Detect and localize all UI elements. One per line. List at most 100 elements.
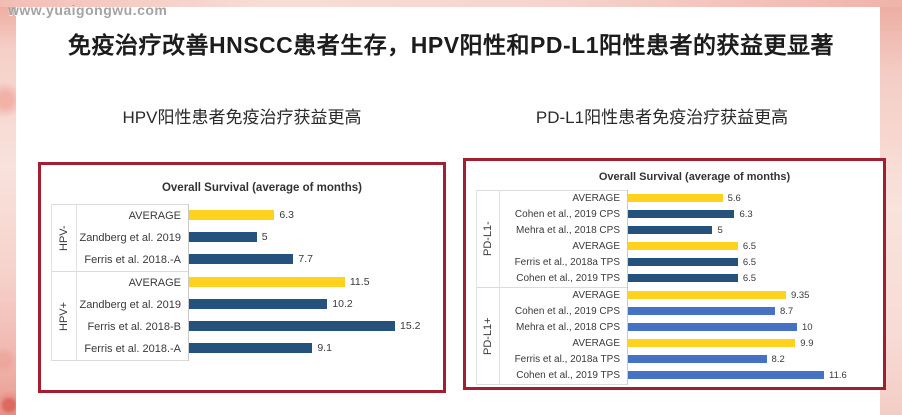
slide-title: 免疫治疗改善HNSCC患者生存，HPV阳性和PD-L1阳性患者的获益更显著 xyxy=(67,32,835,58)
category-label: Cohen et al., 2019 CPS xyxy=(514,209,620,220)
bar-track: 15.2 xyxy=(189,315,433,337)
bar-value-label: 8.2 xyxy=(771,353,785,365)
bar-track: 5 xyxy=(189,226,433,248)
category-label: AVERAGE xyxy=(128,277,181,289)
top-edge-decoration xyxy=(0,0,902,7)
bar xyxy=(628,291,786,299)
group-label: PD-L1+ xyxy=(482,317,494,355)
chart-title: Overall Survival (average of months) xyxy=(161,182,363,194)
bar-track: 11.5 xyxy=(189,271,433,293)
axis-labels-region: PD-L1+ AVERAGE Cohen et al., 2019 CPS Mehra… xyxy=(476,287,627,385)
chart-group: PD-L1- AVERAGE Cohen et al., 2019 CPS Mehra… xyxy=(476,190,873,287)
chart-group: PD-L1+ AVERAGE Cohen et al., 2019 CPS Mehra… xyxy=(476,287,873,385)
bar-value-label: 15.2 xyxy=(400,320,421,332)
chart-body: HPV- AVERAGE Zandberg et al. 2019 Ferris et… xyxy=(51,204,433,361)
group-label: PD-L1- xyxy=(482,221,494,257)
category-label: AVERAGE xyxy=(128,210,181,222)
bar-track: 10 xyxy=(628,319,873,335)
bar-track: 6.5 xyxy=(628,238,873,254)
bar xyxy=(628,274,738,282)
chart-group: HPV- AVERAGE Zandberg et al. 2019 Ferris et… xyxy=(51,204,433,271)
bar-value-label: 7.7 xyxy=(298,253,313,265)
bar-value-label: 11.5 xyxy=(349,276,370,288)
bar xyxy=(628,355,767,363)
category-label: AVERAGE xyxy=(572,290,620,301)
bar xyxy=(628,339,796,347)
category-label-column: AVERAGE Zandberg et al. 2019 Ferris et al.… xyxy=(76,205,188,271)
group-label: HPV+ xyxy=(58,301,70,331)
group-label: HPV- xyxy=(58,225,70,251)
panel-subtitle-hpv: HPV阳性患者免疫治疗获益更高 xyxy=(122,108,362,127)
bar-value-label: 11.6 xyxy=(829,369,847,381)
bar xyxy=(628,307,775,315)
category-label: AVERAGE xyxy=(572,338,620,349)
bar xyxy=(628,210,735,218)
category-label: AVERAGE xyxy=(572,241,620,252)
category-label: Ferris et al. 2018.-A xyxy=(84,343,181,355)
bar-value-label: 6.3 xyxy=(279,209,294,221)
category-label: AVERAGE xyxy=(572,193,620,204)
bar-track: 9.1 xyxy=(189,337,433,359)
category-label: Zandberg et al. 2019 xyxy=(79,299,181,311)
hpv-chart-panel: Overall Survival (average of months) HPV… xyxy=(38,162,446,393)
bar xyxy=(628,323,797,331)
bar-value-label: 8.7 xyxy=(780,305,794,317)
panel-subtitle-pdl1: PD-L1阳性患者免疫治疗获益更高 xyxy=(535,108,789,127)
bar-track: 11.6 xyxy=(628,367,873,383)
watermark: www.yuaigongwu.com xyxy=(8,2,168,18)
axis-labels-region: HPV+ AVERAGE Zandberg et al. 2019 Ferris et… xyxy=(51,271,188,361)
bar-track: 10.2 xyxy=(189,293,433,315)
axis-labels-region: PD-L1- AVERAGE Cohen et al., 2019 CPS Mehra… xyxy=(476,190,627,287)
category-label: Zandberg et al. 2019 xyxy=(79,232,181,244)
bar-value-label: 10 xyxy=(801,321,813,333)
category-label-column: AVERAGE Cohen et al., 2019 CPS Mehra et al… xyxy=(499,288,627,384)
bar-value-label: 5.6 xyxy=(727,192,741,204)
bar xyxy=(628,242,738,250)
category-label: Ferris et al. 2018-B xyxy=(87,321,181,333)
chart-title: Overall Survival (average of months) xyxy=(598,171,791,183)
bar-track: 6.3 xyxy=(628,206,873,222)
bar xyxy=(189,254,294,264)
bar-track: 7.7 xyxy=(189,248,433,270)
bar-value-label: 6.5 xyxy=(742,240,757,252)
bar xyxy=(628,258,738,266)
bar-value-label: 9.1 xyxy=(317,342,332,354)
bar-value-label: 6.5 xyxy=(742,272,757,284)
bar xyxy=(189,321,396,331)
bar xyxy=(628,194,723,202)
bars-column: 11.5 10.2 15.2 9.1 xyxy=(188,271,433,361)
bar-track: 6.3 xyxy=(189,204,433,226)
bar-track: 9.9 xyxy=(628,335,873,351)
bar-value-label: 6.5 xyxy=(742,256,757,268)
bar-track: 6.5 xyxy=(628,254,873,270)
category-label: Ferris et al., 2018a TPS xyxy=(514,354,620,365)
category-label: Cohen et al., 2019 TPS xyxy=(516,370,620,381)
pdl1-chart-panel: Overall Survival (average of months) PD-… xyxy=(463,158,886,390)
bar-value-label: 9.9 xyxy=(800,337,814,349)
bar xyxy=(189,210,275,220)
category-label: Ferris et al., 2018a TPS xyxy=(514,257,620,268)
chart-group: HPV+ AVERAGE Zandberg et al. 2019 Ferris et… xyxy=(51,271,433,361)
category-label-column: AVERAGE Cohen et al., 2019 CPS Mehra et al… xyxy=(499,191,627,287)
category-label: Mehra et al., 2018 CPS xyxy=(516,322,620,333)
bar xyxy=(189,232,257,242)
bar xyxy=(189,299,328,309)
category-label: Cohen et al., 2019 TPS xyxy=(516,273,620,284)
bar-value-label: 5 xyxy=(717,224,723,236)
bars-column: 6.3 5 7.7 xyxy=(188,204,433,271)
bar-value-label: 10.2 xyxy=(332,298,353,310)
bar-track: 8.7 xyxy=(628,303,873,319)
chart-body: PD-L1- AVERAGE Cohen et al., 2019 CPS Mehra… xyxy=(476,190,873,385)
category-label: Ferris et al. 2018.-A xyxy=(84,254,181,266)
bar-value-label: 5 xyxy=(261,231,268,243)
bar xyxy=(628,226,713,234)
bar-track: 8.2 xyxy=(628,351,873,367)
bars-column: 9.35 8.7 10 9.9 8.2 11.6 xyxy=(627,287,873,385)
bars-column: 5.6 6.3 5 6.5 6.5 6.5 xyxy=(627,190,873,287)
bar xyxy=(189,277,345,287)
bar xyxy=(628,371,824,379)
category-label-column: AVERAGE Zandberg et al. 2019 Ferris et al.… xyxy=(76,272,188,360)
bar-track: 5 xyxy=(628,222,873,238)
bar-value-label: 6.3 xyxy=(739,208,753,220)
category-label: Mehra et al., 2018 CPS xyxy=(516,225,620,236)
